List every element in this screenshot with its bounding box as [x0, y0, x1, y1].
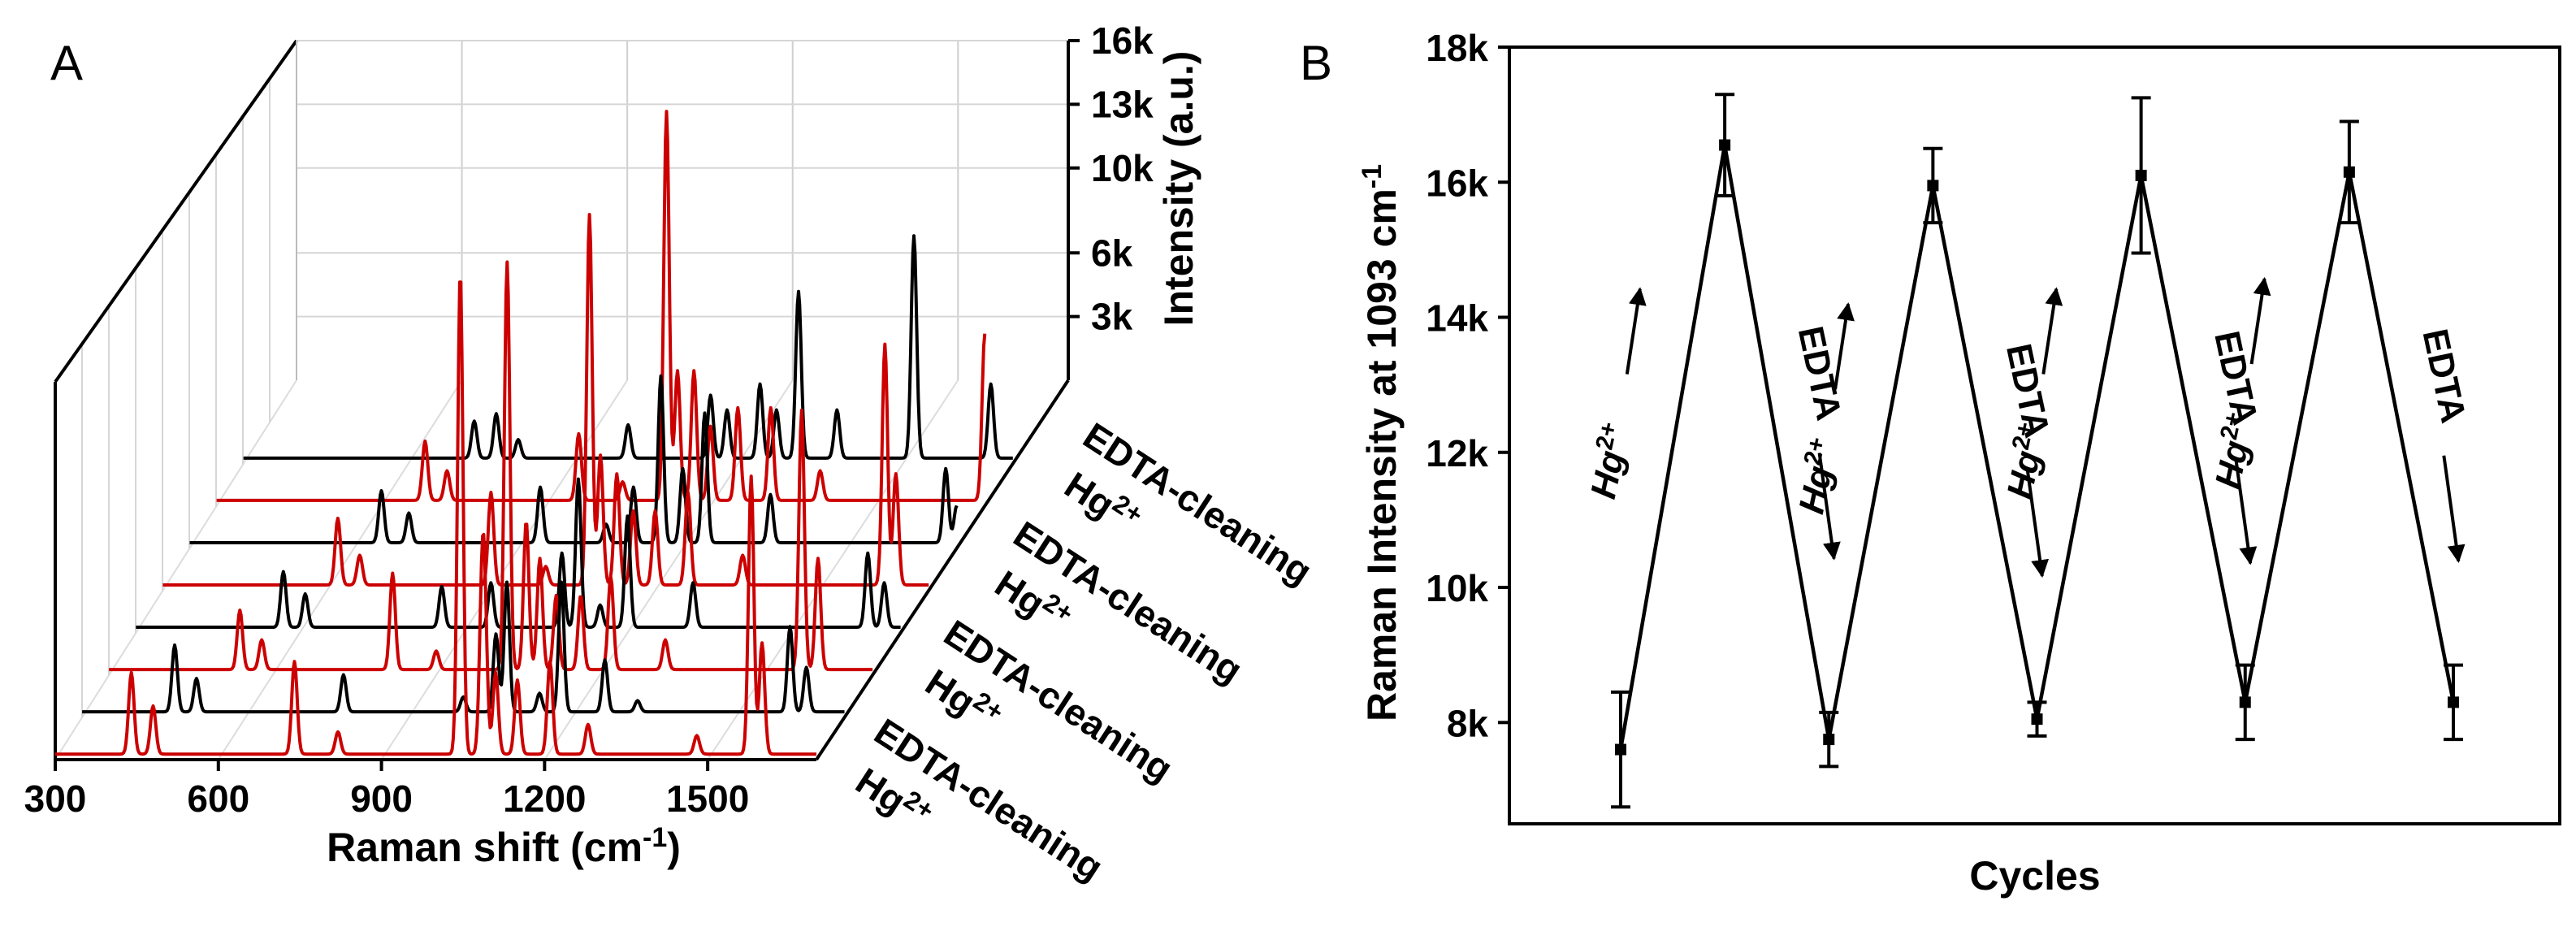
- panel-a-spectra: [54, 110, 1014, 756]
- annotation-hg-label: Hg2+: [1998, 419, 2054, 502]
- panel-a: A 300 600 900 1200 1500 3k 6k 10k 13k 16k Raman s…: [24, 19, 1320, 889]
- down-arrow: [1817, 453, 1841, 561]
- panel-a-z-axis-title: Intensity (a.u.): [1156, 51, 1201, 327]
- down-arrow: [2442, 455, 2466, 563]
- z-tick-label: 6k: [1091, 232, 1133, 274]
- x-tick-label: 1500: [666, 778, 749, 820]
- spectrum-line-1: [54, 280, 817, 756]
- y-tick-label: 12k: [1426, 432, 1488, 474]
- panel-a-grid: [54, 40, 1068, 760]
- annotation-edta-label: EDTA: [2414, 326, 2473, 427]
- left-wall-top-edge: [54, 39, 298, 383]
- data-point: [1823, 734, 1835, 746]
- up-arrow: [1625, 287, 1647, 375]
- data-point: [2135, 169, 2147, 181]
- panel-a-x-axis-title: Raman shift (cm-1): [327, 822, 681, 870]
- spectrum-line-2: [81, 580, 846, 714]
- spectrum-line-4: [135, 477, 902, 629]
- data-point: [2239, 696, 2251, 708]
- cycle-series-line: [1618, 145, 2456, 750]
- x-tick-label: 300: [24, 778, 87, 820]
- data-point: [2343, 166, 2355, 178]
- spectrum-line-5: [162, 213, 929, 587]
- floor-gridline: [707, 379, 959, 760]
- y-tick-label: 18k: [1426, 27, 1488, 69]
- y-tick-label: 16k: [1426, 162, 1488, 204]
- panel-b-x-axis-title: Cycles: [1969, 853, 2100, 899]
- up-arrow: [2249, 276, 2271, 365]
- annotation-hg-label: Hg2+: [1581, 419, 1638, 502]
- data-point: [1615, 743, 1626, 756]
- down-arrow: [2025, 470, 2050, 578]
- panel-b-y-axis-title: Raman Intensity at 1093 cm-1: [1357, 164, 1405, 721]
- data-point: [1927, 180, 1939, 192]
- y-tick-label: 8k: [1447, 702, 1489, 744]
- floor-gridline: [543, 379, 794, 760]
- panel-a-frame: [54, 39, 1070, 761]
- data-point: [1719, 139, 1731, 151]
- up-arrow: [2041, 287, 2063, 375]
- panel-b-series: [1611, 93, 2463, 809]
- x-tick-label: 900: [350, 778, 413, 820]
- annotation-edta-label: EDTA: [1790, 323, 1849, 423]
- panel-a-ticks: 300 600 900 1200 1500 3k 6k 10k 13k 16k: [24, 19, 1154, 820]
- spectrum-line-3: [108, 260, 873, 672]
- floor-gridline: [217, 379, 463, 760]
- panel-a-label: A: [50, 36, 83, 90]
- x-tick-label: 600: [187, 778, 249, 820]
- annotation-hg-label: Hg2+: [2206, 409, 2262, 492]
- z-tick-label: 13k: [1091, 83, 1154, 125]
- panel-b: B 8k 10k 12k 14k 16k 18k Hg2+ EDTA Hg2+ EDTA Hg2+…: [1300, 27, 2561, 899]
- data-point: [2448, 696, 2459, 708]
- panel-b-ticks: 8k 10k 12k 14k 16k 18k: [1426, 27, 1509, 744]
- depth-axis-line: [815, 379, 1070, 761]
- data-point: [2031, 713, 2043, 726]
- z-tick-label: 3k: [1091, 296, 1133, 338]
- up-arrow: [1834, 302, 1855, 390]
- y-tick-label: 10k: [1426, 567, 1488, 609]
- floor-gridline: [54, 379, 297, 760]
- spectrum-line-6: [188, 374, 959, 544]
- panel-b-label: B: [1300, 36, 1332, 90]
- down-arrow: [2234, 457, 2258, 565]
- x-tick-label: 1200: [503, 778, 586, 820]
- spectrum-line-8: [243, 234, 1014, 460]
- annotation-hg-label: Hg2+: [1789, 435, 1846, 518]
- panel-b-frame: [1508, 45, 2561, 825]
- spectrum-line-7: [215, 110, 987, 502]
- z-tick-label: 16k: [1091, 19, 1154, 62]
- z-tick-label: 10k: [1091, 147, 1154, 189]
- y-tick-label: 14k: [1426, 297, 1488, 340]
